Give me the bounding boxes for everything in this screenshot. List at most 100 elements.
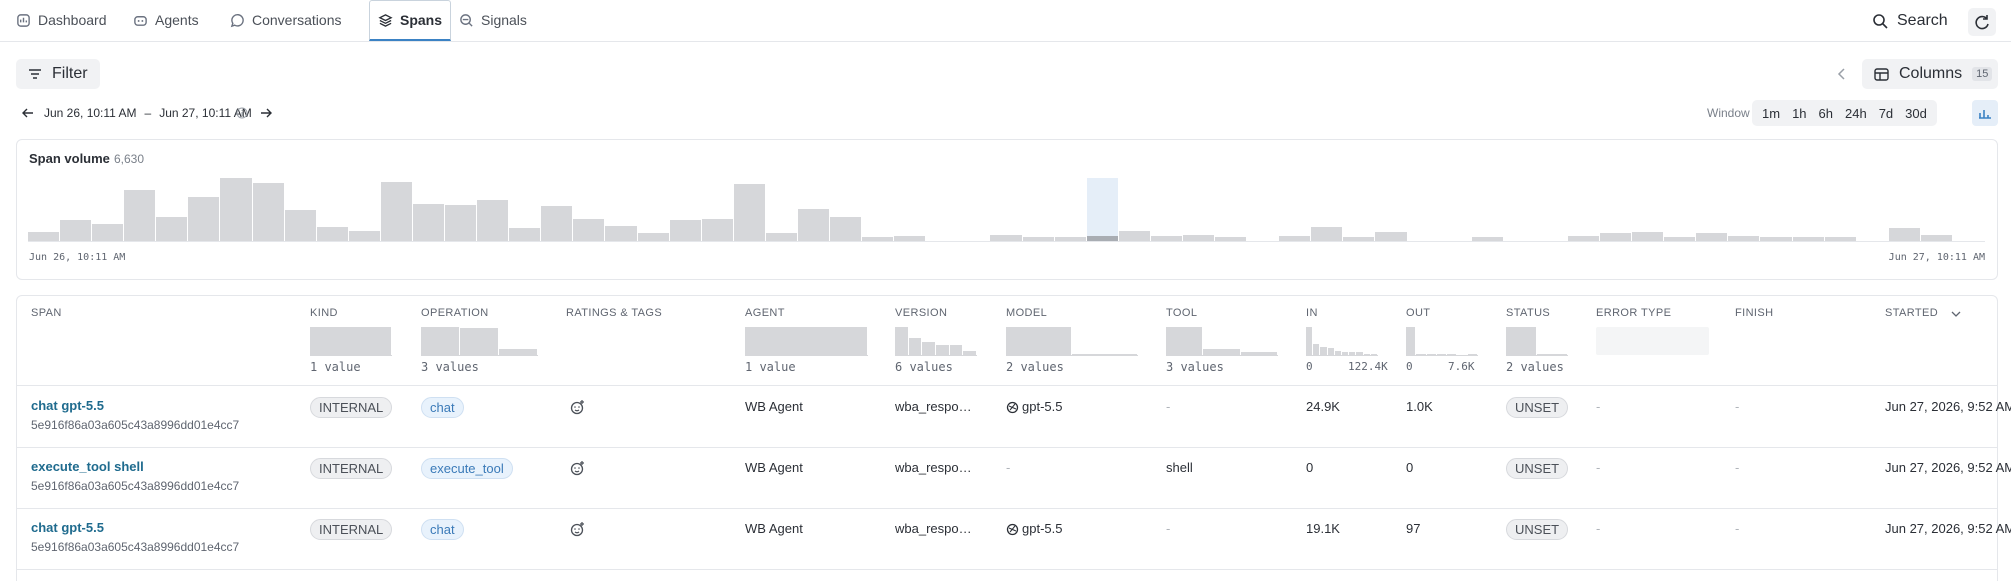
volume-bar[interactable] (1824, 237, 1856, 241)
volume-bar[interactable] (1343, 237, 1375, 241)
range-separator: – (144, 106, 152, 120)
span-name[interactable]: chat gpt-5.5 (31, 520, 104, 535)
column-header[interactable]: VERSION (895, 307, 948, 319)
window-option[interactable]: 7d (1878, 105, 1894, 121)
volume-bar[interactable] (1728, 235, 1760, 241)
window-option[interactable]: 1m (1762, 105, 1781, 121)
volume-bar[interactable] (894, 235, 926, 241)
volume-bar[interactable] (1118, 230, 1150, 241)
next-arrow[interactable] (259, 106, 273, 120)
volume-bar[interactable] (862, 237, 894, 241)
volume-bar[interactable] (92, 224, 124, 241)
span-name[interactable]: execute_tool shell (31, 459, 144, 474)
volume-bar[interactable] (1022, 237, 1054, 241)
volume-bar[interactable] (316, 226, 348, 241)
nav-tab[interactable]: Agents (133, 0, 199, 40)
volume-bar[interactable] (669, 220, 701, 241)
nav-tab[interactable]: Signals (459, 0, 527, 40)
volume-bar[interactable] (188, 197, 220, 241)
column-header[interactable]: AGENT (745, 307, 785, 319)
volume-bar[interactable] (797, 208, 830, 241)
histogram-baseline (1506, 355, 1568, 356)
chart-toggle[interactable] (1972, 100, 1998, 126)
nav-tab[interactable]: Dashboard (16, 0, 107, 40)
column-header[interactable]: SPAN (31, 307, 62, 319)
volume-bar[interactable] (412, 203, 445, 241)
volume-bar[interactable] (1600, 233, 1632, 241)
volume-bar[interactable] (380, 181, 412, 241)
volume-bar[interactable] (1086, 235, 1118, 241)
volume-bar[interactable] (124, 189, 156, 241)
collapse-icon[interactable] (1836, 67, 1848, 81)
volume-bar[interactable] (1215, 237, 1247, 241)
volume-bar[interactable] (28, 232, 60, 241)
volume-bar[interactable] (541, 206, 573, 241)
column-header[interactable]: IN (1306, 307, 1318, 319)
window-option[interactable]: 24h (1845, 105, 1867, 121)
column-header[interactable]: OPERATION (421, 307, 489, 319)
prev-arrow[interactable] (21, 106, 35, 120)
volume-bar[interactable] (1567, 235, 1599, 241)
column-header[interactable]: STATUS (1506, 307, 1551, 319)
add-rating-icon[interactable] (570, 521, 586, 537)
volume-bar[interactable] (509, 228, 541, 241)
table-row[interactable] (17, 447, 1997, 508)
volume-bar[interactable] (1054, 237, 1086, 241)
volume-bar[interactable] (1632, 232, 1664, 241)
volume-bar[interactable] (445, 205, 477, 241)
column-header[interactable]: FINISH (1735, 307, 1774, 319)
column-header[interactable]: MODEL (1006, 307, 1048, 319)
volume-bar[interactable] (1792, 237, 1824, 241)
volume-bar[interactable] (477, 199, 509, 241)
volume-bar[interactable] (1760, 237, 1792, 241)
table-row[interactable] (17, 386, 1997, 447)
add-rating-icon[interactable] (570, 399, 586, 415)
volume-bar[interactable] (1471, 237, 1503, 241)
volume-bar[interactable] (830, 216, 862, 241)
volume-bar[interactable] (1920, 234, 1952, 241)
volume-bar[interactable] (1182, 234, 1215, 241)
volume-bar[interactable] (1311, 226, 1343, 241)
volume-bar[interactable] (284, 210, 316, 241)
column-header[interactable]: STARTED (1885, 307, 1939, 319)
column-header[interactable]: RATINGS & TAGS (566, 307, 663, 319)
nav-tab-active[interactable]: Spans (369, 0, 452, 41)
filter-button[interactable]: Filter (16, 59, 100, 89)
volume-bar[interactable] (1696, 233, 1728, 241)
volume-bar[interactable] (1375, 232, 1407, 241)
refresh-button[interactable] (1968, 8, 1996, 36)
empty-cell: - (1596, 399, 1601, 414)
column-header[interactable]: KIND (310, 307, 338, 319)
volume-bar[interactable] (605, 225, 637, 241)
volume-bar[interactable] (1664, 237, 1696, 241)
span-name[interactable]: chat gpt-5.5 (31, 398, 104, 413)
volume-bar[interactable] (1150, 235, 1182, 241)
volume-bar[interactable] (573, 219, 605, 241)
column-header[interactable]: ERROR TYPE (1596, 307, 1672, 319)
volume-bar[interactable] (348, 230, 380, 241)
volume-bar[interactable] (701, 219, 733, 241)
window-option[interactable]: 30d (1905, 105, 1927, 121)
volume-bar[interactable] (1888, 228, 1920, 241)
volume-bar[interactable] (733, 184, 765, 241)
operation-pill: execute_tool (421, 458, 513, 479)
table-row[interactable] (17, 508, 1997, 569)
volume-bar[interactable] (765, 233, 797, 241)
info-icon[interactable] (236, 107, 248, 119)
add-rating-icon[interactable] (570, 460, 586, 476)
date-range[interactable]: Jun 26, 10:11 AM – Jun 27, 10:11 AM (44, 106, 252, 120)
column-header[interactable]: TOOL (1166, 307, 1198, 319)
column-header[interactable]: OUT (1406, 307, 1431, 319)
volume-bar[interactable] (637, 233, 669, 241)
search-button[interactable]: Search (1872, 12, 1948, 30)
volume-bar[interactable] (60, 220, 92, 241)
window-option[interactable]: 6h (1818, 105, 1833, 121)
volume-bar[interactable] (220, 178, 252, 241)
volume-bar[interactable] (252, 183, 284, 241)
nav-tab[interactable]: Conversations (230, 0, 342, 40)
volume-bar[interactable] (156, 216, 188, 241)
volume-bar[interactable] (990, 234, 1022, 241)
volume-bar[interactable] (1279, 235, 1311, 241)
window-option[interactable]: 1h (1792, 105, 1807, 121)
columns-button[interactable]: Columns 15 (1862, 59, 1998, 89)
